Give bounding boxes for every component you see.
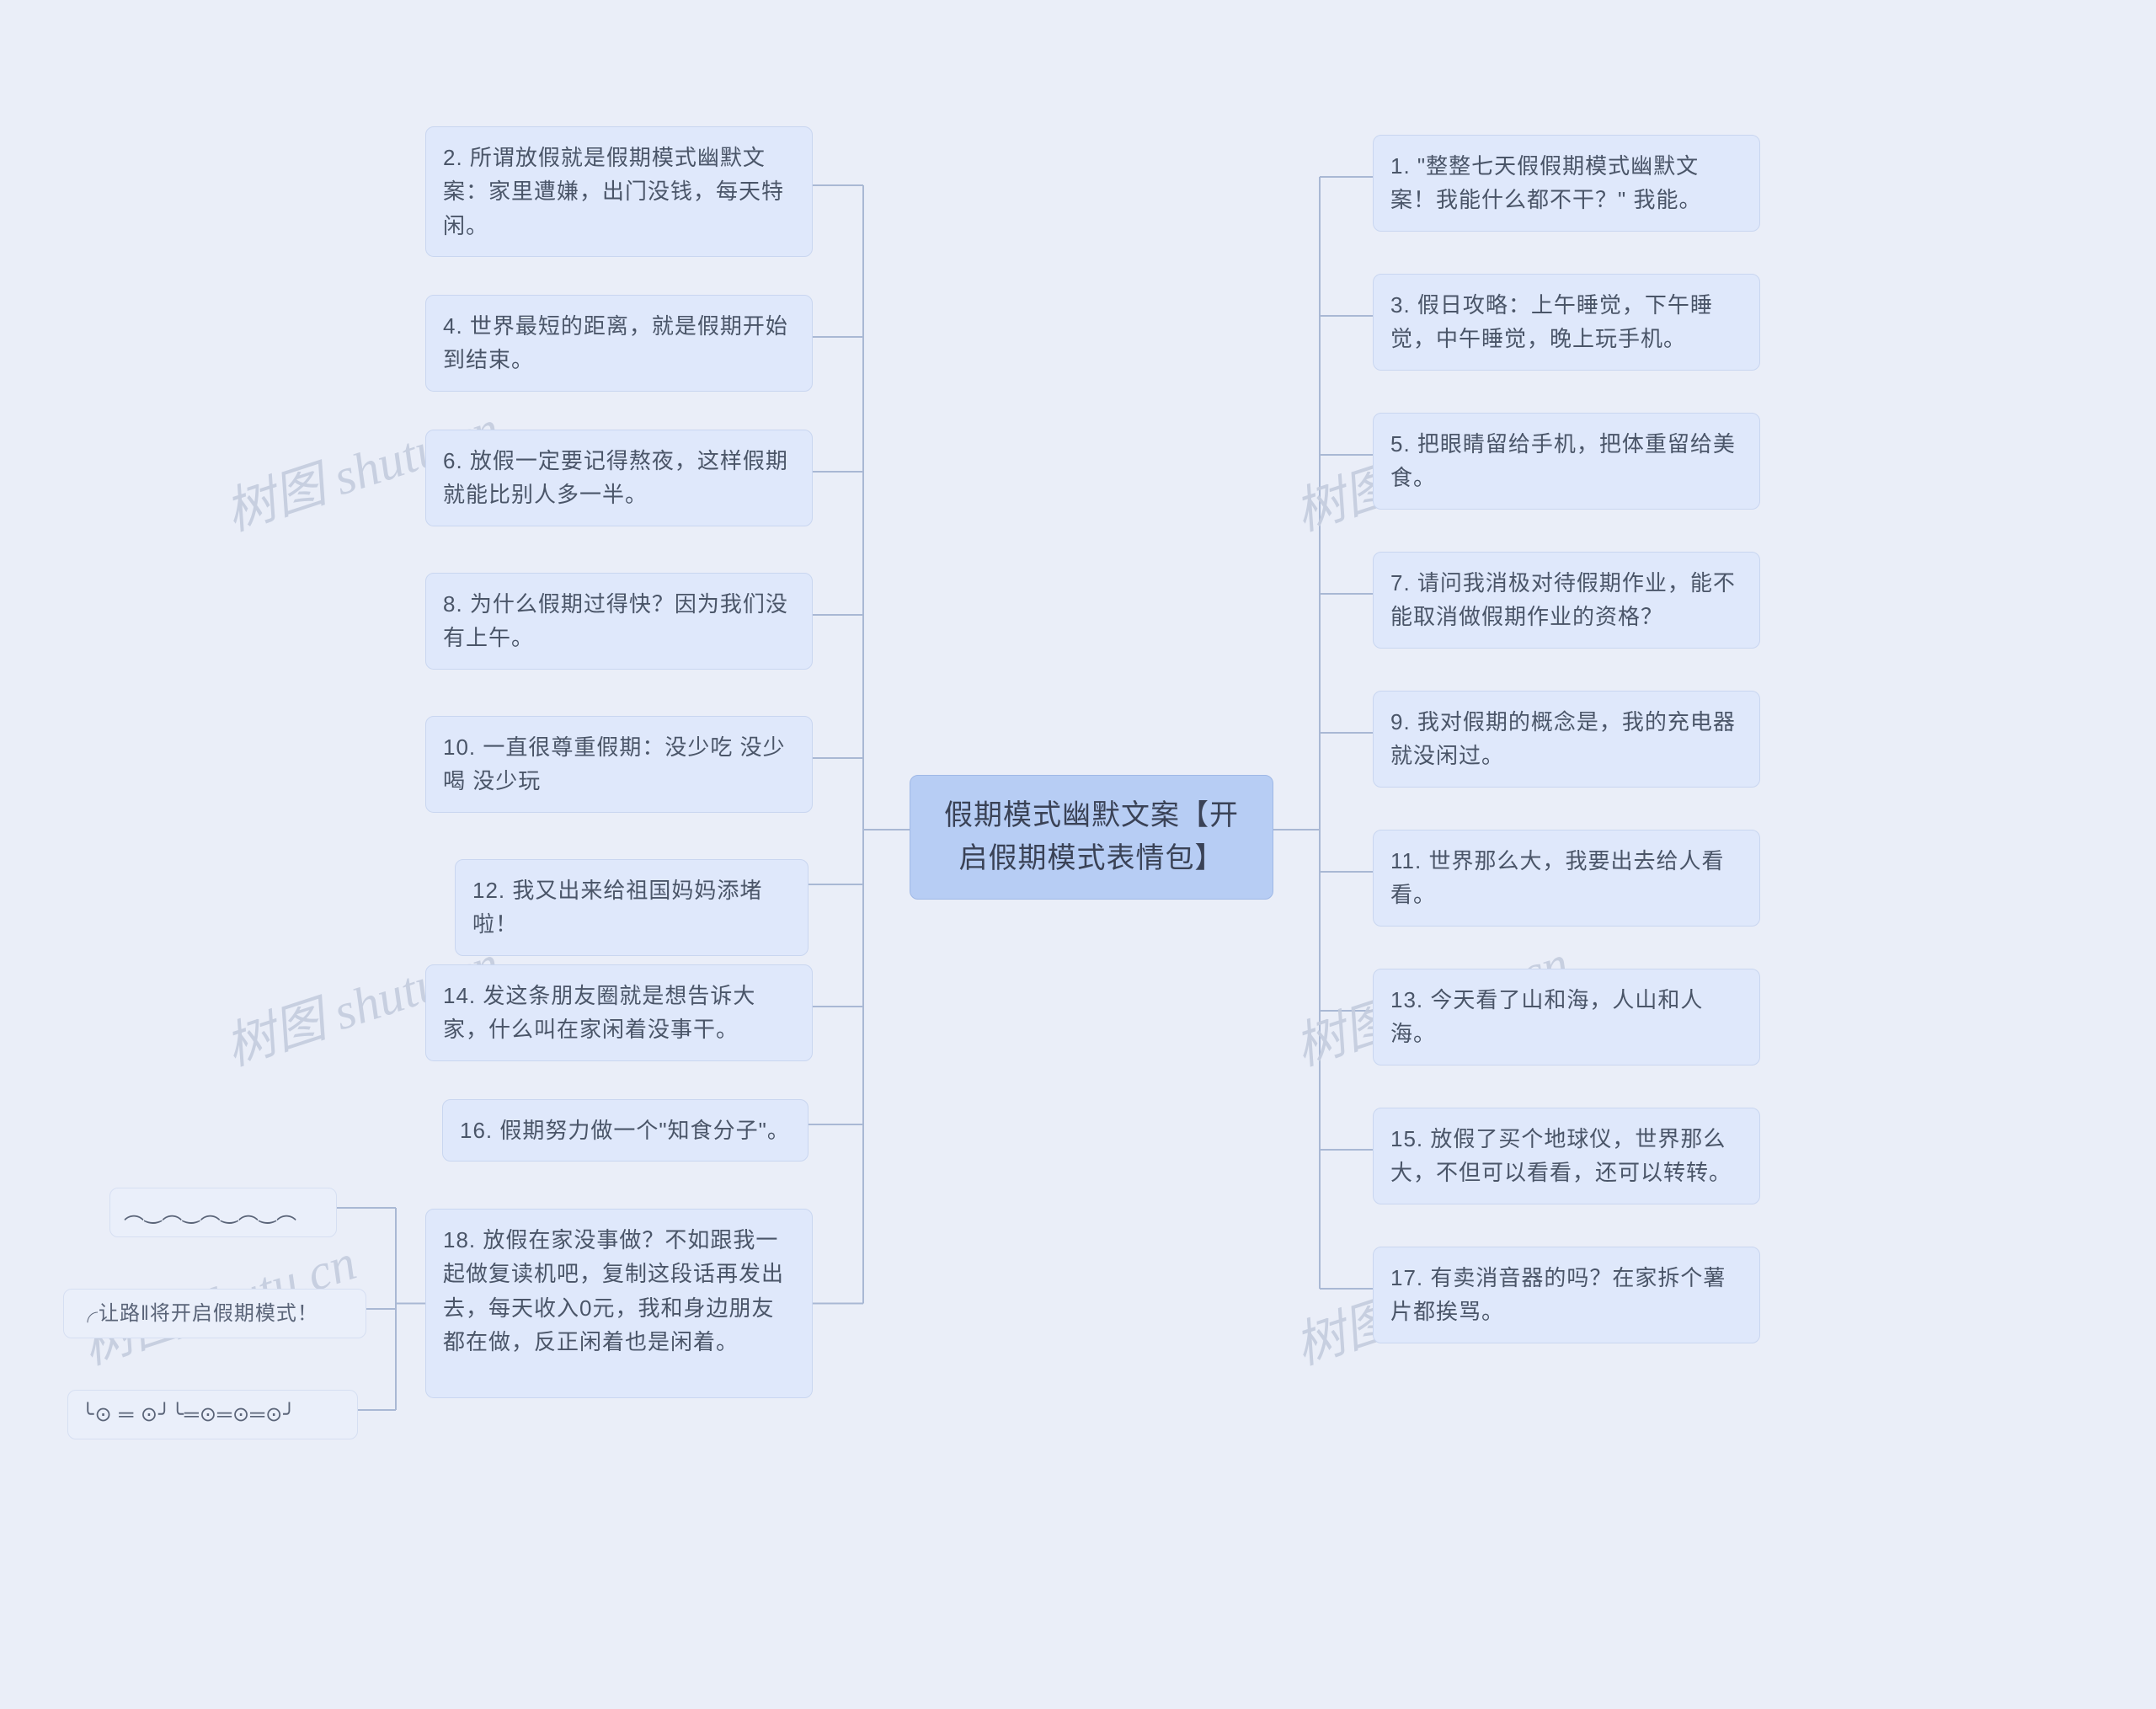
sub-node-1[interactable]: ︵‿︵‿︵‿︵‿︵ bbox=[109, 1188, 337, 1237]
right-node-5[interactable]: 5. 把眼睛留给手机，把体重留给美食。 bbox=[1373, 413, 1760, 510]
right-node-11[interactable]: 11. 世界那么大，我要出去给人看看。 bbox=[1373, 830, 1760, 927]
right-node-9[interactable]: 9. 我对假期的概念是，我的充电器就没闲过。 bbox=[1373, 691, 1760, 788]
left-node-16[interactable]: 16. 假期努力做一个"知食分子"。 bbox=[442, 1099, 808, 1162]
left-node-10[interactable]: 10. 一直很尊重假期：没少吃 没少喝 没少玩 bbox=[425, 716, 813, 813]
left-node-6[interactable]: 6. 放假一定要记得熬夜，这样假期就能比别人多一半。 bbox=[425, 430, 813, 526]
left-node-8[interactable]: 8. 为什么假期过得快？因为我们没有上午。 bbox=[425, 573, 813, 670]
left-node-18[interactable]: 18. 放假在家没事做？不如跟我一起做复读机吧，复制这段话再发出去，每天收入0元… bbox=[425, 1209, 813, 1398]
sub-node-3[interactable]: ╰⊙ ═ ⊙╯╰═⊙═⊙═⊙╯ bbox=[67, 1390, 358, 1439]
left-node-2[interactable]: 2. 所谓放假就是假期模式幽默文案：家里遭嫌，出门没钱，每天特闲。 bbox=[425, 126, 813, 257]
mindmap-canvas: 树图 shutu.cn 树图 shutu.cn 树图 shutu.cn 树图 s… bbox=[0, 0, 2156, 1709]
right-node-17[interactable]: 17. 有卖消音器的吗？在家拆个薯片都挨骂。 bbox=[1373, 1247, 1760, 1343]
left-node-14[interactable]: 14. 发这条朋友圈就是想告诉大家，什么叫在家闲着没事干。 bbox=[425, 964, 813, 1061]
sub-node-2[interactable]: ╭让路‖将开启假期模式！ bbox=[63, 1289, 366, 1338]
right-node-15[interactable]: 15. 放假了买个地球仪，世界那么大，不但可以看看，还可以转转。 bbox=[1373, 1108, 1760, 1204]
center-node[interactable]: 假期模式幽默文案【开启假期模式表情包】 bbox=[910, 775, 1273, 900]
left-node-12[interactable]: 12. 我又出来给祖国妈妈添堵啦！ bbox=[455, 859, 808, 956]
left-node-4[interactable]: 4. 世界最短的距离，就是假期开始到结束。 bbox=[425, 295, 813, 392]
right-node-7[interactable]: 7. 请问我消极对待假期作业，能不能取消做假期作业的资格？ bbox=[1373, 552, 1760, 649]
right-node-1[interactable]: 1. "整整七天假假期模式幽默文案！我能什么都不干？" 我能。 bbox=[1373, 135, 1760, 232]
right-node-3[interactable]: 3. 假日攻略：上午睡觉，下午睡觉，中午睡觉，晚上玩手机。 bbox=[1373, 274, 1760, 371]
right-node-13[interactable]: 13. 今天看了山和海，人山和人海。 bbox=[1373, 969, 1760, 1065]
